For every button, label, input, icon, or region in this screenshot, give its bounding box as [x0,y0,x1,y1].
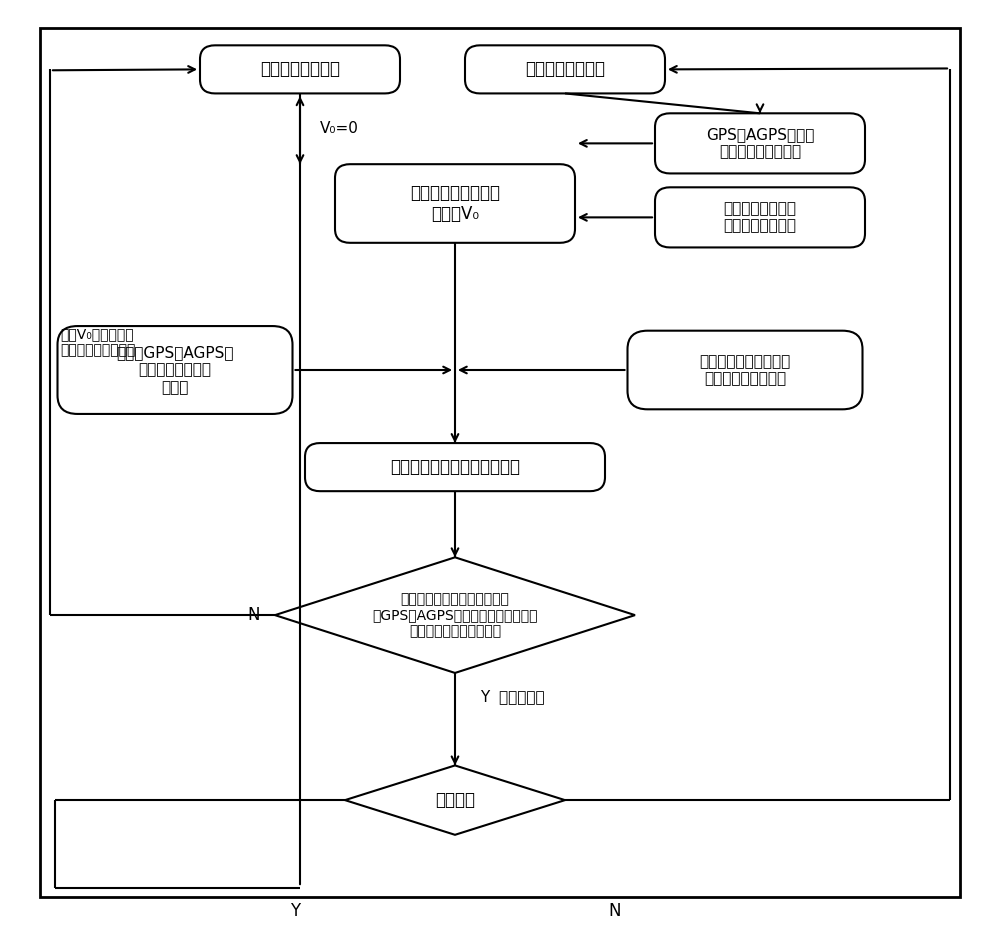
Text: 该时段GPS（AGPS）
模块读取的设备初
始位置: 该时段GPS（AGPS） 模块读取的设备初 始位置 [116,345,234,395]
Text: 设备处于运动状态: 设备处于运动状态 [525,60,605,79]
Text: 传感器计算的该时段终点位置
与GPS（AGPS）模块此一时刻读取的
位置差值大于某一阈值时: 传感器计算的该时段终点位置 与GPS（AGPS）模块此一时刻读取的 位置差值大于… [372,592,538,638]
Text: Y  修正速度值: Y 修正速度值 [480,690,545,705]
Polygon shape [275,557,635,673]
Text: 设备处于静止状态: 设备处于静止状态 [260,60,340,79]
Text: GPS（AGPS）模块
两次读取的位置信息: GPS（AGPS）模块 两次读取的位置信息 [706,127,814,160]
Polygon shape [345,766,565,834]
FancyBboxPatch shape [465,45,665,93]
Text: N: N [248,606,260,624]
Text: 更新V₀和设备初始
位置，进入下一时段: 更新V₀和设备初始 位置，进入下一时段 [60,327,135,357]
FancyBboxPatch shape [200,45,400,93]
Text: 设备静止: 设备静止 [435,791,475,809]
Text: 此时段传感器检测
的设备加速度信息: 此时段传感器检测 的设备加速度信息 [724,201,796,234]
Text: V₀=0: V₀=0 [320,121,359,136]
Text: N: N [609,902,621,919]
Text: 传感器计算路程所需
初速度V₀: 传感器计算路程所需 初速度V₀ [410,184,500,223]
Text: 该时段各时刻传感器检
测的设备加速度信息: 该时段各时刻传感器检 测的设备加速度信息 [699,353,791,387]
Text: Y: Y [290,902,300,919]
FancyBboxPatch shape [628,331,862,409]
FancyBboxPatch shape [305,443,605,491]
FancyBboxPatch shape [655,113,865,174]
FancyBboxPatch shape [335,165,575,242]
FancyBboxPatch shape [57,327,292,414]
Text: 该时段各时刻设备对应的位置: 该时段各时刻设备对应的位置 [390,458,520,476]
FancyBboxPatch shape [655,187,865,247]
